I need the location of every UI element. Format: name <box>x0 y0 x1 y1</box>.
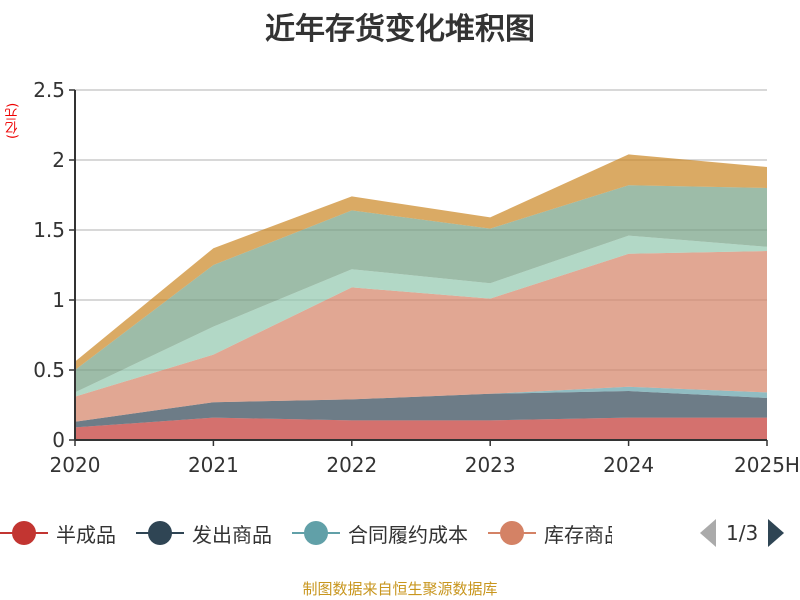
y-tick-label: 1 <box>52 288 65 312</box>
y-tick-label: 1.5 <box>33 218 65 242</box>
y-tick-label: 0.5 <box>33 358 65 382</box>
legend-label: 库存商品 <box>544 522 612 547</box>
area-series-2 <box>75 391 767 428</box>
legend-item[interactable]: 发出商品 <box>136 518 272 548</box>
area-series-6 <box>75 185 767 393</box>
area-series-1 <box>75 417 767 440</box>
legend-item[interactable]: 库存商品 <box>488 518 612 548</box>
x-tick-label: 2022 <box>326 453 377 477</box>
legend-prev-arrow-icon[interactable] <box>700 519 716 547</box>
legend-page-indicator: 1/3 <box>726 521 759 545</box>
area-series-4 <box>75 251 767 422</box>
data-source-note: 制图数据来自恒生聚源数据库 <box>302 580 498 598</box>
area-series-7 <box>75 154 767 370</box>
y-tick-label: 2.5 <box>33 78 65 102</box>
legend-item[interactable]: 半成品 <box>0 518 116 548</box>
y-tick-label: 2 <box>52 148 65 172</box>
legend-marker-icon <box>0 518 48 548</box>
chart-title: 近年存货变化堆积图 <box>265 12 535 47</box>
legend-label: 半成品 <box>56 522 116 547</box>
x-tick-label: 2020 <box>50 453 101 477</box>
x-tick-label: 2023 <box>465 453 516 477</box>
legend: 半成品 发出商品 合同履约成本 库存商品 <box>0 518 632 548</box>
legend-marker-icon <box>488 518 536 548</box>
x-tick-label: 2021 <box>188 453 239 477</box>
area-series-5 <box>75 235 767 397</box>
legend-label: 合同履约成本 <box>348 522 468 547</box>
legend-item[interactable]: 合同履约成本 <box>292 518 468 548</box>
area-series-3 <box>75 386 767 422</box>
legend-marker-icon <box>292 518 340 548</box>
legend-next-arrow-icon[interactable] <box>768 519 785 547</box>
legend-pager: 1/3 <box>700 518 785 548</box>
legend-marker-icon <box>136 518 184 548</box>
legend-label: 发出商品 <box>192 522 272 547</box>
x-tick-label: 2025H <box>734 453 800 477</box>
x-tick-label: 2024 <box>603 453 654 477</box>
y-tick-label: 0 <box>52 428 65 452</box>
